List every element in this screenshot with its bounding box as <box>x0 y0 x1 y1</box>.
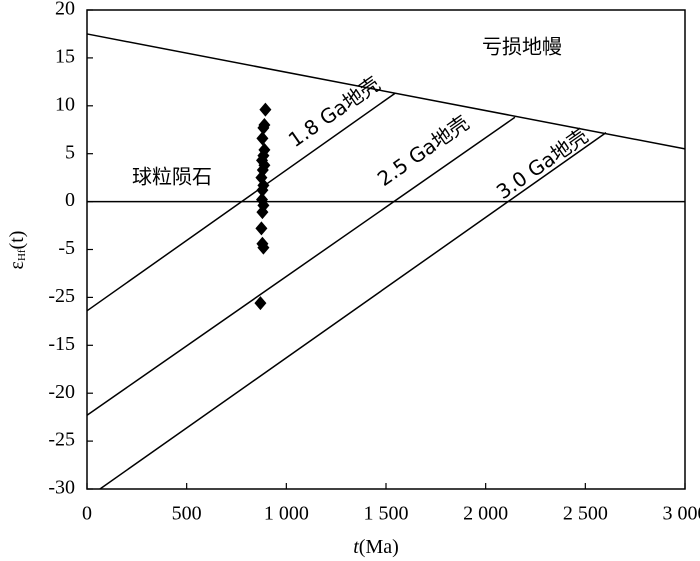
x-label-variable: t <box>353 536 359 558</box>
x-tick-label: 0 <box>82 503 92 525</box>
y-tick-label: -25 <box>48 285 75 307</box>
x-tick-label: 1 000 <box>264 503 309 525</box>
x-tick-label: 2 500 <box>563 503 608 525</box>
plot-frame <box>86 9 686 490</box>
reference-line <box>86 92 396 312</box>
y-tick-label: 10 <box>55 93 75 115</box>
line-label: 球粒陨石 <box>132 165 212 189</box>
y-tick-label: -15 <box>48 333 75 355</box>
data-point <box>254 296 267 311</box>
x-axis-label: t(Ma) <box>353 536 399 558</box>
y-label-subscript: Hf <box>16 249 28 261</box>
x-tick-label: 500 <box>172 503 202 525</box>
line-label: 2.5 Ga地壳 <box>373 111 474 191</box>
x-tick-label: 3 000 <box>663 503 700 525</box>
data-point <box>255 221 268 236</box>
data-point <box>256 205 269 220</box>
y-tick-label: 15 <box>55 45 75 67</box>
x-label-unit: (Ma) <box>359 536 399 558</box>
data-point <box>256 183 269 198</box>
reference-line <box>86 33 686 150</box>
data-point <box>257 120 270 135</box>
y-tick-label: -20 <box>48 381 75 403</box>
x-tick-label: 1 500 <box>364 503 409 525</box>
line-label: 亏损地幔 <box>482 35 562 59</box>
y-tick-label: -25 <box>48 429 75 451</box>
y-axis-label: εHf(t) <box>6 231 28 270</box>
y-label-symbol: ε <box>6 261 28 269</box>
reference-line <box>86 116 516 416</box>
data-point <box>257 240 270 255</box>
reference-line <box>99 132 607 490</box>
data-point <box>256 131 269 146</box>
x-tick-label: 2 000 <box>463 503 508 525</box>
data-point <box>259 102 272 117</box>
y-tick-label: 5 <box>65 141 75 163</box>
line-label: 3.0 Ga地壳 <box>492 124 593 204</box>
y-tick-label: 20 <box>55 0 75 20</box>
y-tick-label: -30 <box>48 477 75 499</box>
y-tick-label: -5 <box>58 237 75 259</box>
y-label-suffix: (t) <box>6 231 28 250</box>
y-tick-label: 0 <box>65 189 75 211</box>
